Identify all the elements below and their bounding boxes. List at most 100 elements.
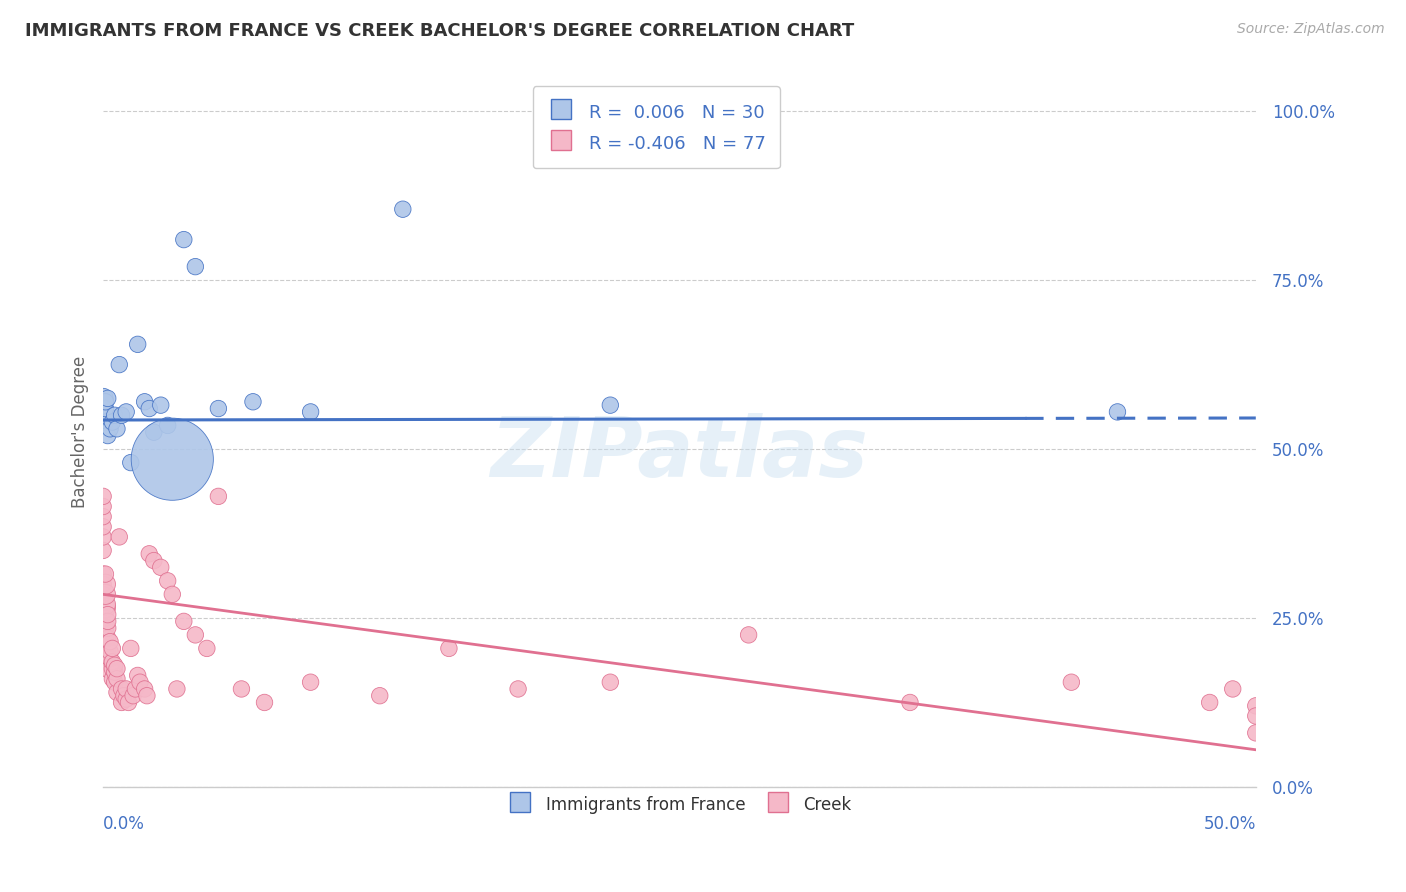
Point [138,401,160,416]
Point [108,358,131,372]
Point [120,456,142,470]
Point [91,600,114,615]
Point [101,641,124,656]
Point [231,681,253,696]
Point [98,645,121,659]
Point [94,401,117,416]
Text: 50.0%: 50.0% [1204,815,1256,833]
Point [173,615,195,629]
Point [105,662,128,676]
Point [195,641,218,656]
Point [101,662,124,676]
Point [91,530,114,544]
Text: ZIPatlas: ZIPatlas [491,413,869,494]
Point [1244,726,1267,740]
Point [368,689,391,703]
Point [91,543,114,558]
Point [437,641,460,656]
Point [299,405,322,419]
Point [162,587,184,601]
Point [122,689,145,703]
Point [104,665,127,679]
Point [104,409,127,423]
Point [94,632,117,646]
Point [101,655,124,669]
Point [94,600,117,615]
Point [392,202,415,217]
Point [91,567,114,582]
Point [115,681,138,696]
Point [253,696,276,710]
Point [91,392,114,406]
Point [105,685,128,699]
Point [115,405,138,419]
Point [207,401,229,416]
Point [91,577,114,591]
Point [94,415,117,429]
Point [134,394,156,409]
Point [127,668,149,682]
Point [129,675,152,690]
Point [299,675,322,690]
Point [94,598,117,612]
Point [1107,405,1129,419]
Point [156,418,179,433]
Point [97,641,120,656]
Point [599,398,621,412]
Point [173,233,195,247]
Point [94,587,117,601]
Point [110,696,132,710]
Point [134,681,156,696]
Legend: Immigrants from France, Creek: Immigrants from France, Creek [494,781,865,829]
Point [94,577,117,591]
Point [142,425,165,440]
Point [124,681,146,696]
Point [94,611,117,625]
Point [97,607,120,622]
Point [98,651,121,665]
Text: IMMIGRANTS FROM FRANCE VS CREEK BACHELOR'S DEGREE CORRELATION CHART: IMMIGRANTS FROM FRANCE VS CREEK BACHELOR… [25,22,855,40]
Point [737,628,759,642]
Point [142,553,165,567]
Text: Source: ZipAtlas.com: Source: ZipAtlas.com [1237,22,1385,37]
Point [162,452,184,467]
Text: 0.0%: 0.0% [103,815,145,833]
Point [117,696,139,710]
Point [91,520,114,534]
Point [149,398,172,412]
Point [98,422,121,436]
Point [94,621,117,635]
Point [136,689,159,703]
Point [1244,709,1267,723]
Point [184,628,207,642]
Point [207,489,229,503]
Point [115,692,138,706]
Point [105,422,128,436]
Point [91,587,114,601]
Point [110,681,132,696]
Point [98,634,121,648]
Point [91,500,114,514]
Point [112,689,135,703]
Point [91,489,114,503]
Point [138,547,160,561]
Point [101,672,124,686]
Point [120,641,142,656]
Point [242,394,264,409]
Point [1222,681,1244,696]
Point [97,615,120,629]
Point [184,260,207,274]
Point [108,530,131,544]
Point [898,696,921,710]
Point [97,428,120,442]
Point [97,651,120,665]
Point [110,409,132,423]
Point [599,675,621,690]
Point [97,632,120,646]
Point [104,675,127,690]
Point [149,560,172,574]
Point [105,672,128,686]
Point [1060,675,1083,690]
Point [91,409,114,423]
Point [98,662,121,676]
